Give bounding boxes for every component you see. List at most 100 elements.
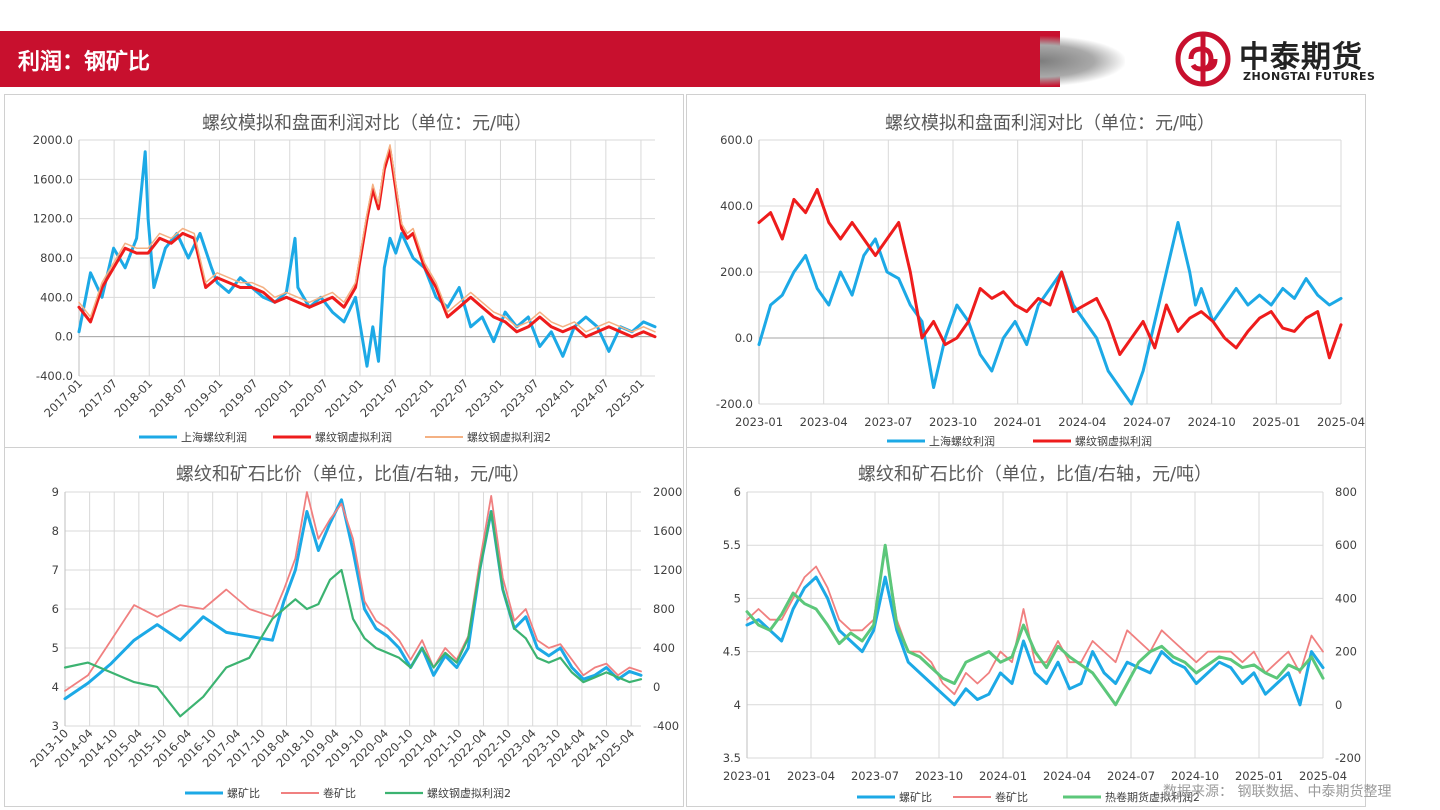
y-tick-label: 5 xyxy=(52,641,59,655)
y-tick-label: 800.0 xyxy=(40,251,73,265)
y-tick-label: 0.0 xyxy=(735,331,753,345)
x-tick-label: 2023-01 xyxy=(735,415,783,429)
legend-label: 螺纹钢虚拟利润2 xyxy=(467,430,551,444)
y-tick-label: 5.5 xyxy=(723,538,741,552)
chart-title: 螺纹模拟和盘面利润对比（单位：元/吨） xyxy=(885,113,1215,134)
x-tick-label: 2024-07 xyxy=(1107,769,1155,783)
y2-tick-label: -400 xyxy=(653,719,679,733)
header-shadow xyxy=(1040,36,1125,86)
x-tick-label: 2024-10 xyxy=(1171,769,1219,783)
y2-tick-label: 400 xyxy=(653,641,675,655)
y2-tick-label: 1600 xyxy=(653,524,682,538)
x-tick-label: 2025-01 xyxy=(1235,769,1283,783)
y-tick-label: 6 xyxy=(52,602,59,616)
legend-label: 螺纹钢虚拟利润2 xyxy=(427,786,511,800)
y-tick-label: 6 xyxy=(734,485,741,499)
x-tick-label: 2024-01 xyxy=(994,415,1042,429)
chart-3: 螺纹和矿石比价（单位，比值/右轴，元/吨） 9 8 7 6 5 4 3 2000 1600 1200… xyxy=(27,464,682,800)
legend-label: 螺矿比 xyxy=(899,791,932,804)
y-tick-label: 200.0 xyxy=(720,265,753,279)
series-line-2 xyxy=(77,148,657,339)
y2-tick-label: 0 xyxy=(1335,698,1342,712)
series-line-2 xyxy=(64,491,642,692)
legend-label: 卷矿比 xyxy=(323,786,356,800)
x-tick-label: 2023-07 xyxy=(851,769,899,783)
series-line-3 xyxy=(745,543,1325,707)
y-tick-label: 4.5 xyxy=(723,645,741,659)
x-tick-label: 2023-10 xyxy=(915,769,963,783)
x-tick-label: 2023-10 xyxy=(929,415,977,429)
zhongtai-logo-icon xyxy=(1175,31,1231,87)
y-tick-label: 4 xyxy=(734,698,741,712)
y-tick-label: 7 xyxy=(52,563,59,577)
chart-title: 螺纹和矿石比价（单位，比值/右轴，元/吨） xyxy=(858,464,1212,485)
x-tick-label: 2023-04 xyxy=(787,769,835,783)
chart-panel-4: 螺纹和矿石比价（单位，比值/右轴，元/吨） 6 5.5 5 4.5 4 3.5 800 600 4… xyxy=(686,447,1366,807)
y2-tick-label: 2000 xyxy=(653,485,682,499)
x-tick-label: 2025-04 xyxy=(1317,415,1365,429)
series-line-2 xyxy=(757,188,1343,360)
y-tick-label: -400.0 xyxy=(36,369,73,383)
y2-tick-label: 200 xyxy=(1335,645,1357,659)
x-tick-label: 2024-01 xyxy=(979,769,1027,783)
company-logo: 中泰期货 ZHONGTAI FUTURES xyxy=(1175,30,1405,88)
series-line-1 xyxy=(77,150,657,368)
y-tick-label: 0.0 xyxy=(55,330,73,344)
y2-tick-label: 800 xyxy=(653,602,675,616)
y2-tick-label: 1200 xyxy=(653,563,682,577)
x-tick-label: 2024-07 xyxy=(1123,415,1171,429)
y2-tick-label: -200 xyxy=(1335,751,1361,765)
chart-title: 螺纹模拟和盘面利润对比（单位：元/吨） xyxy=(202,113,532,134)
x-tick-label: 2024-04 xyxy=(1058,415,1106,429)
y-tick-label: 9 xyxy=(52,485,59,499)
y-tick-label: 4 xyxy=(52,680,59,694)
page-title: 利润：钢矿比 xyxy=(18,50,151,75)
chart-4: 螺纹和矿石比价（单位，比值/右轴，元/吨） 6 5.5 5 4.5 4 3.5 800 600 4… xyxy=(723,464,1361,804)
series-line-3 xyxy=(78,144,656,333)
chart-1: 螺纹模拟和盘面利润对比（单位：元/吨） 2000.0 1600.0 1200.0 800… xyxy=(33,113,657,444)
x-tick-label: 2024-04 xyxy=(1043,769,1091,783)
series-line-2 xyxy=(746,544,1324,696)
x-tick-label: 2025-01 xyxy=(603,376,647,420)
y-tick-label: 400.0 xyxy=(40,290,73,304)
y-tick-label: 2000.0 xyxy=(33,133,73,147)
y-tick-label: 3 xyxy=(52,719,59,733)
y-tick-label: 5 xyxy=(734,591,741,605)
x-tick-label: 2023-01 xyxy=(723,769,771,783)
y2-tick-label: 400 xyxy=(1335,591,1357,605)
series-line-1 xyxy=(63,498,643,701)
series-line-1 xyxy=(745,575,1325,707)
chart-panel-3: 螺纹和矿石比价（单位，比值/右轴，元/吨） 9 8 7 6 5 4 3 2000 1600 1200… xyxy=(4,447,684,807)
legend-label: 螺纹钢虚拟利润 xyxy=(1075,434,1152,447)
logo-text-en: ZHONGTAI FUTURES xyxy=(1243,70,1376,83)
legend-label: 上海螺纹利润 xyxy=(181,430,247,444)
y-tick-label: 3.5 xyxy=(723,751,741,765)
chart-panel-2: 螺纹模拟和盘面利润对比（单位：元/吨） 600.0 400.0 200.0 0.0 -20… xyxy=(686,94,1366,448)
series-line-1 xyxy=(757,221,1343,406)
chart-panel-1: 螺纹模拟和盘面利润对比（单位：元/吨） 2000.0 1600.0 1200.0 800… xyxy=(4,94,684,448)
legend-label: 螺纹钢虚拟利润 xyxy=(315,430,392,444)
x-tick-label: 2024-10 xyxy=(1188,415,1236,429)
y-tick-label: 1600.0 xyxy=(33,172,73,186)
chart-2: 螺纹模拟和盘面利润对比（单位：元/吨） 600.0 400.0 200.0 0.0 -20… xyxy=(716,113,1365,447)
x-tick-label: 2025-01 xyxy=(1252,415,1300,429)
logo-text-cn: 中泰期货 xyxy=(1239,40,1363,75)
y2-tick-label: 800 xyxy=(1335,485,1357,499)
legend-label: 螺矿比 xyxy=(227,787,260,800)
series-line-3 xyxy=(63,510,643,718)
x-tick-label: 2023-04 xyxy=(800,415,848,429)
y-tick-label: 8 xyxy=(52,524,59,538)
y2-tick-label: 600 xyxy=(1335,538,1357,552)
y-tick-label: -200.0 xyxy=(716,397,753,411)
y-tick-label: 400.0 xyxy=(720,199,753,213)
legend-label: 热卷期货虚拟利润2 xyxy=(1105,790,1200,804)
y2-tick-label: 0 xyxy=(653,680,660,694)
y-tick-label: 600.0 xyxy=(720,133,753,147)
header-bar xyxy=(0,31,1060,87)
legend-label: 上海螺纹利润 xyxy=(929,434,995,447)
source-note: 数据来源： 钢联数据、中泰期货整理 xyxy=(1163,784,1392,800)
y-tick-label: 1200.0 xyxy=(33,212,73,226)
chart-title: 螺纹和矿石比价（单位，比值/右轴，元/吨） xyxy=(176,464,530,485)
x-tick-label: 2023-07 xyxy=(864,415,912,429)
legend-label: 卷矿比 xyxy=(995,790,1028,804)
